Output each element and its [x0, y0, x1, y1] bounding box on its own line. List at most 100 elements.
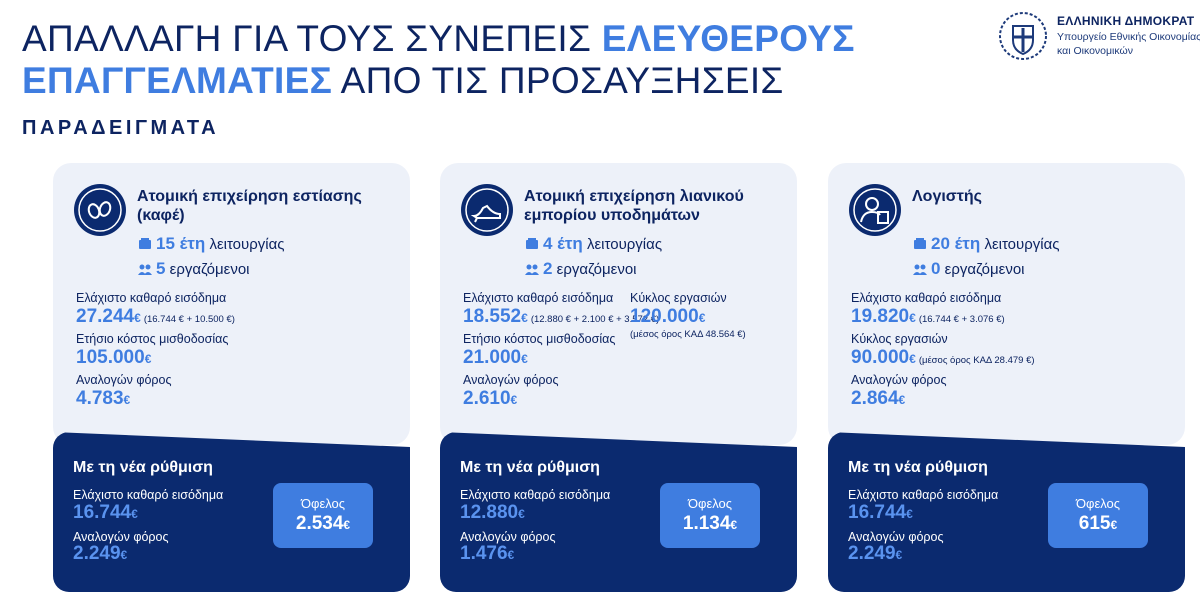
- benefit-number: 1.134: [682, 513, 731, 534]
- new-income-label: Ελάχιστο καθαρό εισόδημα: [73, 488, 224, 502]
- employees-label: εργαζόμενοι: [169, 261, 250, 278]
- currency: €: [909, 352, 916, 366]
- title-line-2: ΕΠΑΓΓΕΛΜΑΤΙΕΣ ΑΠΟ ΤΙΣ ΠΡΟΣΑΥΞΗΣΕΙΣ: [22, 60, 784, 102]
- currency: €: [895, 548, 903, 562]
- fact-label: Ελάχιστο καθαρό εισόδημα: [76, 291, 227, 305]
- benefit-number: 2.534: [295, 513, 344, 534]
- years-label: λειτουργίας: [209, 236, 285, 253]
- example-card: Λογιστής 20 έτη λειτουργίας 0 εργαζόμενοι Ε…: [828, 163, 1185, 445]
- new-tax-value: 2.249€: [848, 543, 902, 565]
- fact-value-number: 4.783: [76, 388, 124, 409]
- years-icon: [139, 238, 151, 249]
- new-regime-card: Με τη νέα ρύθμιση Ελάχιστο καθαρό εισόδημ…: [828, 432, 1185, 592]
- fact-value-number: 90.000: [851, 347, 910, 368]
- employees-label: εργαζόμενοι: [944, 261, 1025, 278]
- fact-value: 18.552€ (12.880 € + 2.100 € + 3.572 €): [463, 306, 659, 328]
- new-heading: Με τη νέα ρύθμιση: [460, 459, 600, 476]
- new-income-value-number: 16.744: [73, 502, 132, 523]
- fact-label: Κύκλος εργασιών: [851, 332, 948, 346]
- new-income-value: 12.880€: [460, 502, 525, 524]
- title-line-1: ΑΠΑΛΛΑΓΗ ΓΙΑ ΤΟΥΣ ΣΥΝΕΠΕΙΣ ΕΛΕΥΘΕΡΟΥΣ: [22, 18, 855, 60]
- employees-stat: 2 εργαζόμενοι: [543, 259, 637, 279]
- benefit-box: Όφελος 2.534€: [273, 483, 373, 548]
- fact-value: 105.000€: [76, 347, 151, 369]
- currency: €: [521, 311, 528, 325]
- benefit-label: Όφελος: [1075, 496, 1121, 511]
- benefit-label: Όφελος: [300, 496, 346, 511]
- card-title: Ατομική επιχείρηση εστίασης (καφέ): [137, 188, 362, 224]
- benefit-number: 615: [1078, 513, 1111, 534]
- fact-value-number: 2.864: [851, 388, 899, 409]
- card-title: Ατομική επιχείρηση λιανικού εμπορίου υπο…: [524, 188, 744, 224]
- example-card: Ατομική επιχείρηση λιανικού εμπορίου υπο…: [440, 163, 797, 445]
- new-income-value-number: 16.744: [848, 502, 907, 523]
- new-tax-value-number: 1.476: [460, 543, 508, 564]
- benefit-value: 615€: [1048, 513, 1148, 535]
- currency: €: [898, 393, 906, 407]
- logo-emblem: [999, 12, 1047, 60]
- years-stat: 15 έτη λειτουργίας: [156, 234, 285, 254]
- new-regime-card: Με τη νέα ρύθμιση Ελάχιστο καθαρό εισόδημ…: [53, 432, 410, 592]
- fact-note: (16.744 € + 10.500 €): [143, 314, 235, 325]
- employees-stat: 0 εργαζόμενοι: [931, 259, 1025, 279]
- fact-value: 120.000€: [630, 306, 705, 328]
- fact-label: Αναλογών φόρος: [76, 373, 172, 387]
- fact-value-number: 105.000: [76, 347, 145, 368]
- employees-icon: [138, 264, 152, 275]
- title-highlight: ΕΛΕΥΘΕΡΟΥΣ: [601, 18, 855, 59]
- new-heading: Με τη νέα ρύθμιση: [73, 459, 213, 476]
- fact-value-number: 18.552: [463, 306, 522, 327]
- currency: €: [507, 548, 515, 562]
- new-tax-value-number: 2.249: [73, 543, 121, 564]
- new-tax-label: Αναλογών φόρος: [73, 530, 169, 544]
- new-income-label: Ελάχιστο καθαρό εισόδημα: [460, 488, 611, 502]
- fact-label: Αναλογών φόρος: [463, 373, 559, 387]
- currency: €: [144, 352, 152, 366]
- new-tax-value: 1.476€: [460, 543, 514, 565]
- fact-value: 27.244€ (16.744 € + 10.500 €): [76, 306, 235, 328]
- card-icon: [849, 184, 901, 236]
- employees-icon: [913, 264, 927, 275]
- benefit-value: 2.534€: [273, 513, 373, 535]
- currency: €: [123, 393, 131, 407]
- benefit-label: Όφελος: [687, 496, 733, 511]
- currency: €: [510, 393, 518, 407]
- fact-label: Κύκλος εργασιών: [630, 291, 727, 305]
- years-icon: [526, 238, 538, 249]
- fact-value: 21.000€: [463, 347, 528, 369]
- years-value: 20 έτη: [931, 234, 981, 253]
- new-tax-value-number: 2.249: [848, 543, 896, 564]
- currency: €: [698, 311, 706, 325]
- card-icon: [74, 184, 126, 236]
- card-title: Λογιστής: [912, 188, 982, 205]
- benefit-box: Όφελος 1.134€: [660, 483, 760, 548]
- new-income-value-number: 12.880: [460, 502, 519, 523]
- fact-value: 4.783€: [76, 388, 130, 410]
- title-highlight: ΕΠΑΓΓΕΛΜΑΤΙΕΣ: [22, 60, 333, 101]
- employees-label: εργαζόμενοι: [556, 261, 637, 278]
- fact-note: (16.744 € + 3.076 €): [918, 314, 1005, 325]
- new-tax-label: Αναλογών φόρος: [848, 530, 944, 544]
- currency: €: [909, 311, 916, 325]
- new-tax-label: Αναλογών φόρος: [460, 530, 556, 544]
- subtitle: ΠΑΡΑΔΕΙΓΜΑΤΑ: [22, 117, 220, 139]
- currency: €: [134, 311, 141, 325]
- fact-note: (μέσος όρος ΚΑΔ 48.564 €): [630, 329, 746, 340]
- fact-label: Ελάχιστο καθαρό εισόδημα: [463, 291, 614, 305]
- title-text: ΑΠΟ ΤΙΣ ΠΡΟΣΑΥΞΗΣΕΙΣ: [340, 60, 784, 101]
- employees-icon: [525, 264, 539, 275]
- new-income-value: 16.744€: [73, 502, 138, 524]
- employees-value: 2: [543, 259, 553, 278]
- years-stat: 20 έτη λειτουργίας: [931, 234, 1060, 254]
- fact-value-number: 120.000: [630, 306, 699, 327]
- fact-value: 19.820€ (16.744 € + 3.076 €): [851, 306, 1005, 328]
- fact-value: 90.000€ (μέσος όρος ΚΑΔ 28.479 €): [851, 347, 1035, 369]
- currency: €: [518, 507, 525, 521]
- currency: €: [131, 507, 138, 521]
- years-value: 4 έτη: [543, 234, 583, 253]
- years-stat: 4 έτη λειτουργίας: [543, 234, 662, 254]
- years-value: 15 έτη: [156, 234, 206, 253]
- years-label: λειτουργίας: [984, 236, 1060, 253]
- benefit-box: Όφελος 615€: [1048, 483, 1148, 548]
